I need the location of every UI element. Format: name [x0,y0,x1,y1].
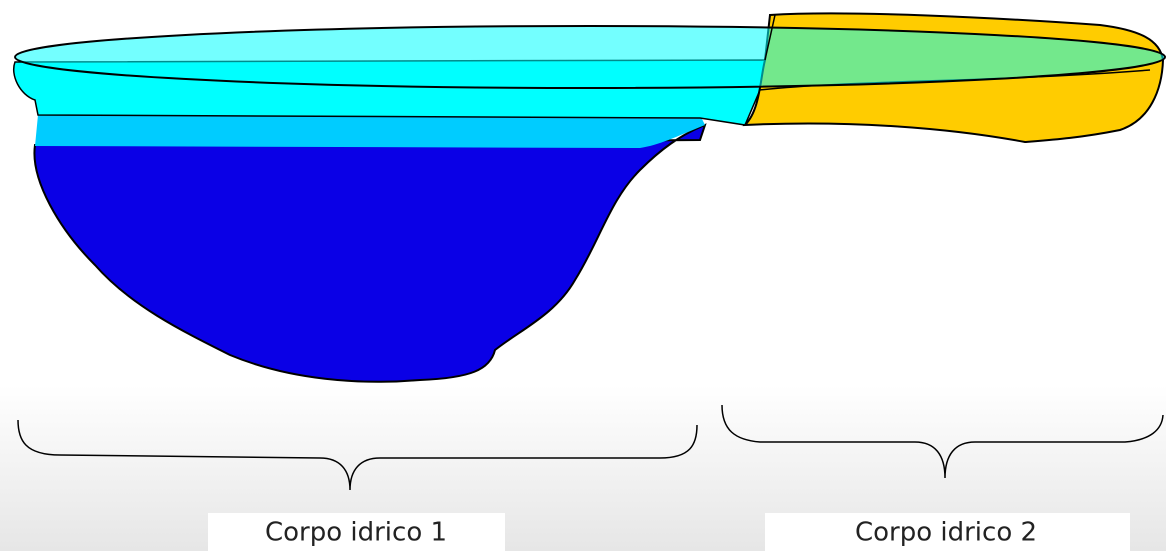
body-label: Corpo idrico 2 [855,518,1037,548]
mid-water [35,115,705,148]
deep-water [33,123,707,383]
label-box [765,513,1130,551]
label-box [208,513,505,551]
brace-1 [17,419,698,491]
divider [764,14,776,61]
brace-2 [721,404,1164,479]
body-label: Corpo idrico 1 [265,518,447,548]
surface [14,25,1166,89]
